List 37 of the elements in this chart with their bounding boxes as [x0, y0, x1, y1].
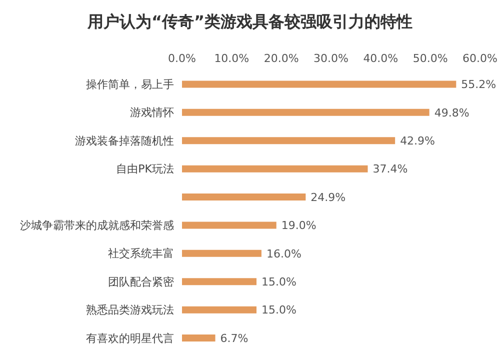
bar	[182, 222, 276, 229]
y-tick-label: 熟悉品类游戏玩法	[86, 304, 174, 317]
bar	[182, 80, 456, 88]
data-label: 42.9%	[400, 134, 436, 148]
y-tick-label: 社交系统丰富	[108, 247, 174, 260]
y-tick-label: 自由PK玩法	[116, 162, 174, 176]
data-label: 49.8%	[434, 106, 470, 120]
y-tick-label: 有喜欢的明星代言	[86, 332, 174, 345]
data-label: 15.0%	[262, 276, 296, 289]
x-tick-label: 40.0%	[363, 52, 398, 65]
data-label: 55.2%	[461, 78, 496, 92]
bar	[182, 250, 262, 257]
y-tick-label: 操作简单，易上手	[86, 78, 174, 92]
bar	[182, 306, 256, 314]
x-tick-label: 50.0%	[412, 52, 448, 65]
chart-title: 用户认为“传奇”类游戏具备较强吸引力的特性	[86, 11, 414, 33]
y-tick-label: 团队配合紧密	[108, 275, 174, 288]
data-label: 16.0%	[266, 247, 302, 260]
y-tick-label: 游戏装备掉落随机性	[75, 134, 174, 148]
bar	[182, 165, 368, 172]
y-tick-label: 沙城争霸带来的成就感和荣誉感	[20, 219, 174, 232]
x-tick-label: 10.0%	[214, 52, 250, 65]
data-label: 15.0%	[262, 304, 296, 317]
data-label: 6.7%	[220, 332, 248, 345]
data-label: 37.4%	[372, 162, 408, 176]
x-tick-label: 30.0%	[314, 52, 348, 65]
x-tick-label: 60.0%	[462, 52, 498, 65]
bar	[182, 334, 216, 342]
bar	[182, 278, 256, 286]
x-tick-label: 0.0%	[168, 52, 196, 65]
data-label: 19.0%	[281, 219, 316, 232]
bar	[182, 108, 430, 116]
x-tick-label: 20.0%	[264, 52, 299, 65]
bar	[182, 137, 396, 144]
bar	[182, 194, 306, 201]
y-tick-label: 游戏情怀	[130, 106, 174, 120]
data-label: 24.9%	[310, 190, 346, 204]
